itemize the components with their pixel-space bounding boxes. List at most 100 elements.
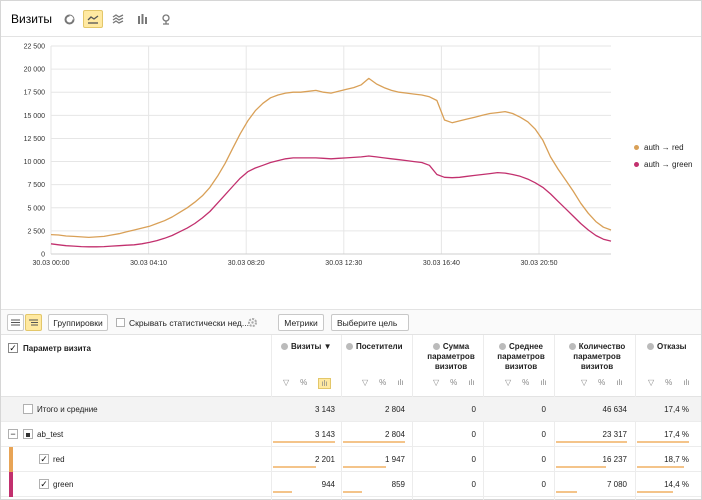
table-row-red[interactable]: ✓ red xyxy=(1,447,701,472)
filter-icon[interactable]: ▽ xyxy=(283,378,290,387)
flat-view-button[interactable] xyxy=(7,314,24,331)
hide-insignificant-checkbox[interactable] xyxy=(116,318,125,327)
table-cell: 1 947 xyxy=(384,455,405,464)
pie-icon xyxy=(64,14,74,24)
legend-red-label: auth → red xyxy=(644,143,684,152)
value-bar xyxy=(556,466,606,468)
sum-params-column-header[interactable]: Сумма параметров визитов xyxy=(427,342,475,371)
hide-insignificant-label: Скрывать статистически нед... xyxy=(129,318,249,328)
value-bar xyxy=(343,466,386,468)
select-all-checkbox[interactable]: ✓ xyxy=(8,343,18,353)
goal-select-label: Выберите цель xyxy=(337,317,398,328)
percent-icon[interactable]: % xyxy=(522,378,530,387)
count-params-column-header[interactable]: Количество параметров визитов xyxy=(561,342,633,372)
sum-column-tools: ▽% ılı xyxy=(433,378,475,387)
tree-view-button[interactable] xyxy=(25,314,42,331)
row-checkbox[interactable] xyxy=(23,429,33,439)
table-cell: 2 804 xyxy=(384,430,405,439)
visitors-column-tools: ▽% ılı xyxy=(362,378,404,387)
filter-icon[interactable]: ▽ xyxy=(433,378,440,387)
bar-icon[interactable]: ılı xyxy=(683,378,690,387)
table-row-ab-test[interactable]: − ab_test xyxy=(1,422,701,447)
line-chart-icon xyxy=(87,15,99,24)
visitors-column-header[interactable]: Посетители xyxy=(346,342,412,352)
goal-select[interactable]: Выберите цель xyxy=(331,314,409,331)
chart-canvas: 0 2 500 5 000 7 500 10 000 12 500 15 000 17 500… xyxy=(24,44,612,267)
pie-chart-button[interactable] xyxy=(59,10,79,28)
row-checkbox[interactable] xyxy=(23,404,33,414)
avg-params-column-header[interactable]: Среднее параметров визитов xyxy=(497,342,545,371)
table-cell: 0 xyxy=(471,405,476,414)
legend-item-green[interactable]: auth → green xyxy=(634,160,692,169)
row-name: ab_test xyxy=(37,430,64,439)
table-row-green[interactable]: ✓ green xyxy=(1,472,701,497)
table-cell: 46 634 xyxy=(602,405,627,414)
value-bar xyxy=(556,441,627,443)
table-cell: 2 201 xyxy=(314,455,335,464)
visits-column-header[interactable]: Визиты ▼ xyxy=(281,342,341,352)
y-tick-label: 20 000 xyxy=(24,67,46,74)
groupings-button[interactable]: Группировки xyxy=(48,314,108,331)
y-tick-label: 0 xyxy=(41,252,45,259)
filter-icon[interactable]: ▽ xyxy=(505,378,512,387)
y-tick-label: 22 500 xyxy=(24,44,46,51)
param-column-header[interactable]: Параметр визита xyxy=(23,344,91,353)
bar-icon[interactable]: ılı xyxy=(318,378,331,389)
page-title: Визиты xyxy=(11,12,53,26)
y-tick-label: 15 000 xyxy=(24,113,46,120)
line-chart-button[interactable] xyxy=(83,10,103,28)
table-row-total[interactable]: Итого и средние xyxy=(1,397,701,422)
area-chart-button[interactable] xyxy=(108,10,128,28)
table-cell: 944 xyxy=(321,480,335,489)
list-icon xyxy=(11,319,20,326)
table-cell: 0 xyxy=(471,455,476,464)
tree-icon xyxy=(29,319,38,326)
table-cell: 0 xyxy=(541,480,546,489)
series-color-marker xyxy=(9,472,13,497)
table-cell: 18,7 % xyxy=(664,455,689,464)
count-column-tools: ▽% ılı xyxy=(581,378,623,387)
percent-icon[interactable]: % xyxy=(379,378,387,387)
percent-icon[interactable]: % xyxy=(300,378,308,387)
y-tick-label: 17 500 xyxy=(24,90,46,97)
x-tick-label: 30.03 00:00 xyxy=(33,260,70,267)
y-tick-label: 10 000 xyxy=(24,159,46,166)
visits-column-tools: ▽% ılı xyxy=(283,378,331,389)
table-cell: 859 xyxy=(391,480,405,489)
table-cell: 17,4 % xyxy=(664,430,689,439)
bar-icon[interactable]: ılı xyxy=(468,378,475,387)
y-tick-label: 12 500 xyxy=(24,136,46,143)
bar-icon[interactable]: ılı xyxy=(616,378,623,387)
bar-chart-button[interactable] xyxy=(132,10,152,28)
x-tick-label: 30.03 12:30 xyxy=(325,260,362,267)
table-cell: 3 143 xyxy=(314,430,335,439)
collapse-toggle[interactable]: − xyxy=(8,429,18,439)
filter-icon[interactable]: ▽ xyxy=(648,378,655,387)
row-checkbox-red[interactable]: ✓ xyxy=(39,454,49,464)
row-checkbox-green[interactable]: ✓ xyxy=(39,479,49,489)
bar-icon[interactable]: ılı xyxy=(397,378,404,387)
table-cell: 0 xyxy=(471,430,476,439)
percent-icon[interactable]: % xyxy=(450,378,458,387)
gear-icon[interactable] xyxy=(247,317,258,328)
table-header: ✓ Параметр визита Визиты ▼ Посетители Су… xyxy=(1,335,701,500)
table-cell: 7 080 xyxy=(606,480,627,489)
bounce-column-header[interactable]: Отказы xyxy=(647,342,699,352)
bar-icon[interactable]: ılı xyxy=(540,378,547,387)
series-line-green xyxy=(50,155,612,248)
metrics-button[interactable]: Метрики xyxy=(278,314,324,331)
percent-icon[interactable]: % xyxy=(665,378,673,387)
map-button[interactable] xyxy=(156,10,176,28)
filter-icon[interactable]: ▽ xyxy=(581,378,588,387)
row-name: Итого и средние xyxy=(37,405,98,414)
row-name: red xyxy=(53,455,65,464)
visits-line-chart: 0 2 500 5 000 7 500 10 000 12 500 15 000 17 500… xyxy=(1,37,701,271)
row-name: green xyxy=(53,480,74,489)
percent-icon[interactable]: % xyxy=(598,378,606,387)
x-tick-label: 30.03 16:40 xyxy=(423,260,460,267)
filter-icon[interactable]: ▽ xyxy=(362,378,369,387)
table-cell: 14,4 % xyxy=(664,480,689,489)
value-bar xyxy=(637,441,689,443)
legend-item-red[interactable]: auth → red xyxy=(634,143,684,152)
